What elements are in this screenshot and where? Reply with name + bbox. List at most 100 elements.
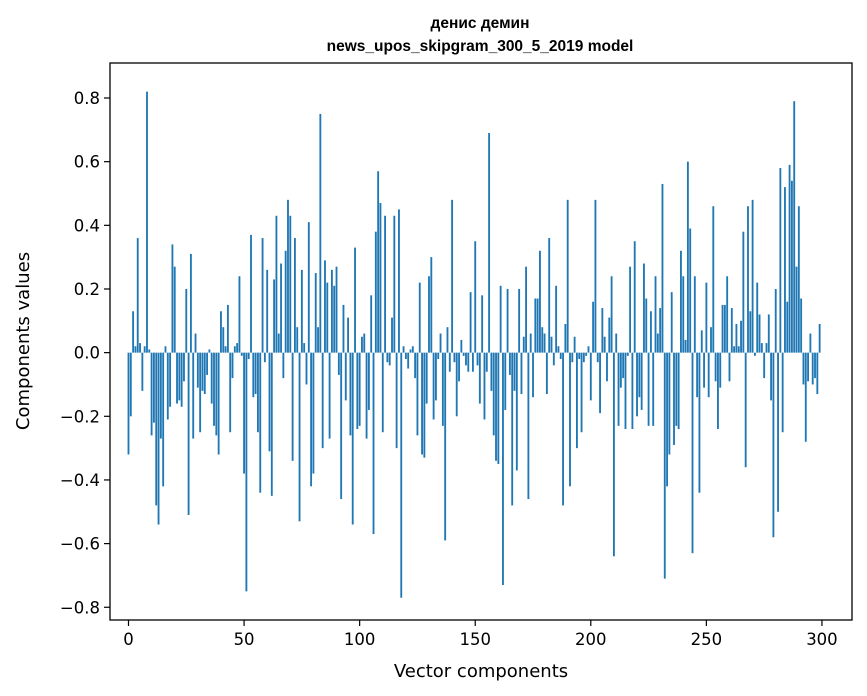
bar <box>502 352 504 585</box>
bar <box>430 257 433 353</box>
bar <box>534 298 537 353</box>
bar <box>471 352 474 372</box>
bar <box>818 323 821 353</box>
bar <box>215 352 218 436</box>
x-tick-label: 0 <box>123 630 134 649</box>
bar <box>760 343 763 353</box>
bar <box>733 346 736 353</box>
bar <box>539 250 541 353</box>
bar <box>222 327 225 353</box>
bar <box>451 199 454 353</box>
bar <box>238 276 241 353</box>
bar <box>277 333 280 353</box>
bar <box>247 352 250 360</box>
bar <box>691 352 694 554</box>
bar <box>723 304 726 353</box>
bar <box>370 295 373 353</box>
bar <box>536 298 539 353</box>
bar <box>643 263 645 353</box>
bar <box>465 352 467 366</box>
bar <box>594 199 597 353</box>
y-tick-label: −0.2 <box>60 407 100 426</box>
bar <box>291 352 294 461</box>
bar <box>714 352 717 382</box>
bar <box>726 276 729 353</box>
bar <box>624 352 627 430</box>
bar <box>173 266 176 353</box>
bar <box>612 352 615 557</box>
bar <box>777 352 779 512</box>
bar <box>354 247 356 353</box>
bar <box>599 352 601 414</box>
chart-title-line-2: news_upos_skipgram_300_5_2019 model <box>327 38 634 55</box>
bar <box>756 282 759 353</box>
bar <box>441 352 444 426</box>
bar <box>682 276 685 353</box>
bar <box>645 298 648 353</box>
bar <box>686 161 689 353</box>
bar <box>129 352 132 417</box>
bar <box>788 164 791 353</box>
bar <box>317 327 319 353</box>
bar <box>497 352 500 465</box>
bar <box>289 215 292 353</box>
bar <box>298 352 301 522</box>
bar <box>171 244 174 353</box>
bar <box>649 311 652 353</box>
bar <box>587 346 590 353</box>
bar <box>201 352 204 391</box>
bar <box>388 352 391 366</box>
bars-group <box>127 91 821 598</box>
bar <box>647 352 650 426</box>
bar <box>585 352 588 356</box>
bar <box>314 273 317 353</box>
bar <box>367 352 370 410</box>
bar <box>693 276 696 353</box>
bar <box>638 352 641 398</box>
bar <box>162 352 165 487</box>
bar <box>548 238 551 353</box>
bar <box>700 330 703 353</box>
bar <box>236 343 239 353</box>
bar <box>363 333 366 353</box>
bar <box>305 352 308 385</box>
bar <box>495 352 497 461</box>
bar <box>460 339 463 353</box>
bar <box>633 241 636 353</box>
bar <box>206 352 209 375</box>
bar <box>790 180 793 353</box>
bar <box>758 314 761 353</box>
bar <box>310 352 313 487</box>
bar <box>675 352 678 426</box>
bar <box>696 352 699 398</box>
bar <box>321 352 324 449</box>
bar <box>809 333 812 353</box>
bar <box>402 346 405 353</box>
bar <box>677 352 680 430</box>
bar <box>257 352 259 433</box>
bar <box>564 323 567 353</box>
bar <box>180 352 183 407</box>
bar <box>698 352 701 493</box>
bar <box>414 352 417 379</box>
bar <box>525 266 527 353</box>
y-tick-label: 0.0 <box>74 344 100 363</box>
y-tick-label: −0.8 <box>60 598 100 617</box>
bar <box>661 183 664 353</box>
bar <box>673 352 675 445</box>
bar <box>229 352 232 433</box>
bar <box>543 333 546 353</box>
bar <box>555 285 558 353</box>
bar <box>795 266 798 353</box>
bar <box>772 352 775 538</box>
bar <box>807 352 810 382</box>
bar <box>183 352 185 382</box>
bar <box>601 308 604 353</box>
bar <box>654 276 657 353</box>
y-tick-label: −0.4 <box>60 471 100 490</box>
chart-title-line-1: денис демин <box>431 15 530 32</box>
bar <box>335 266 338 353</box>
bar <box>786 301 789 353</box>
bar <box>282 352 285 379</box>
bar <box>684 339 687 353</box>
